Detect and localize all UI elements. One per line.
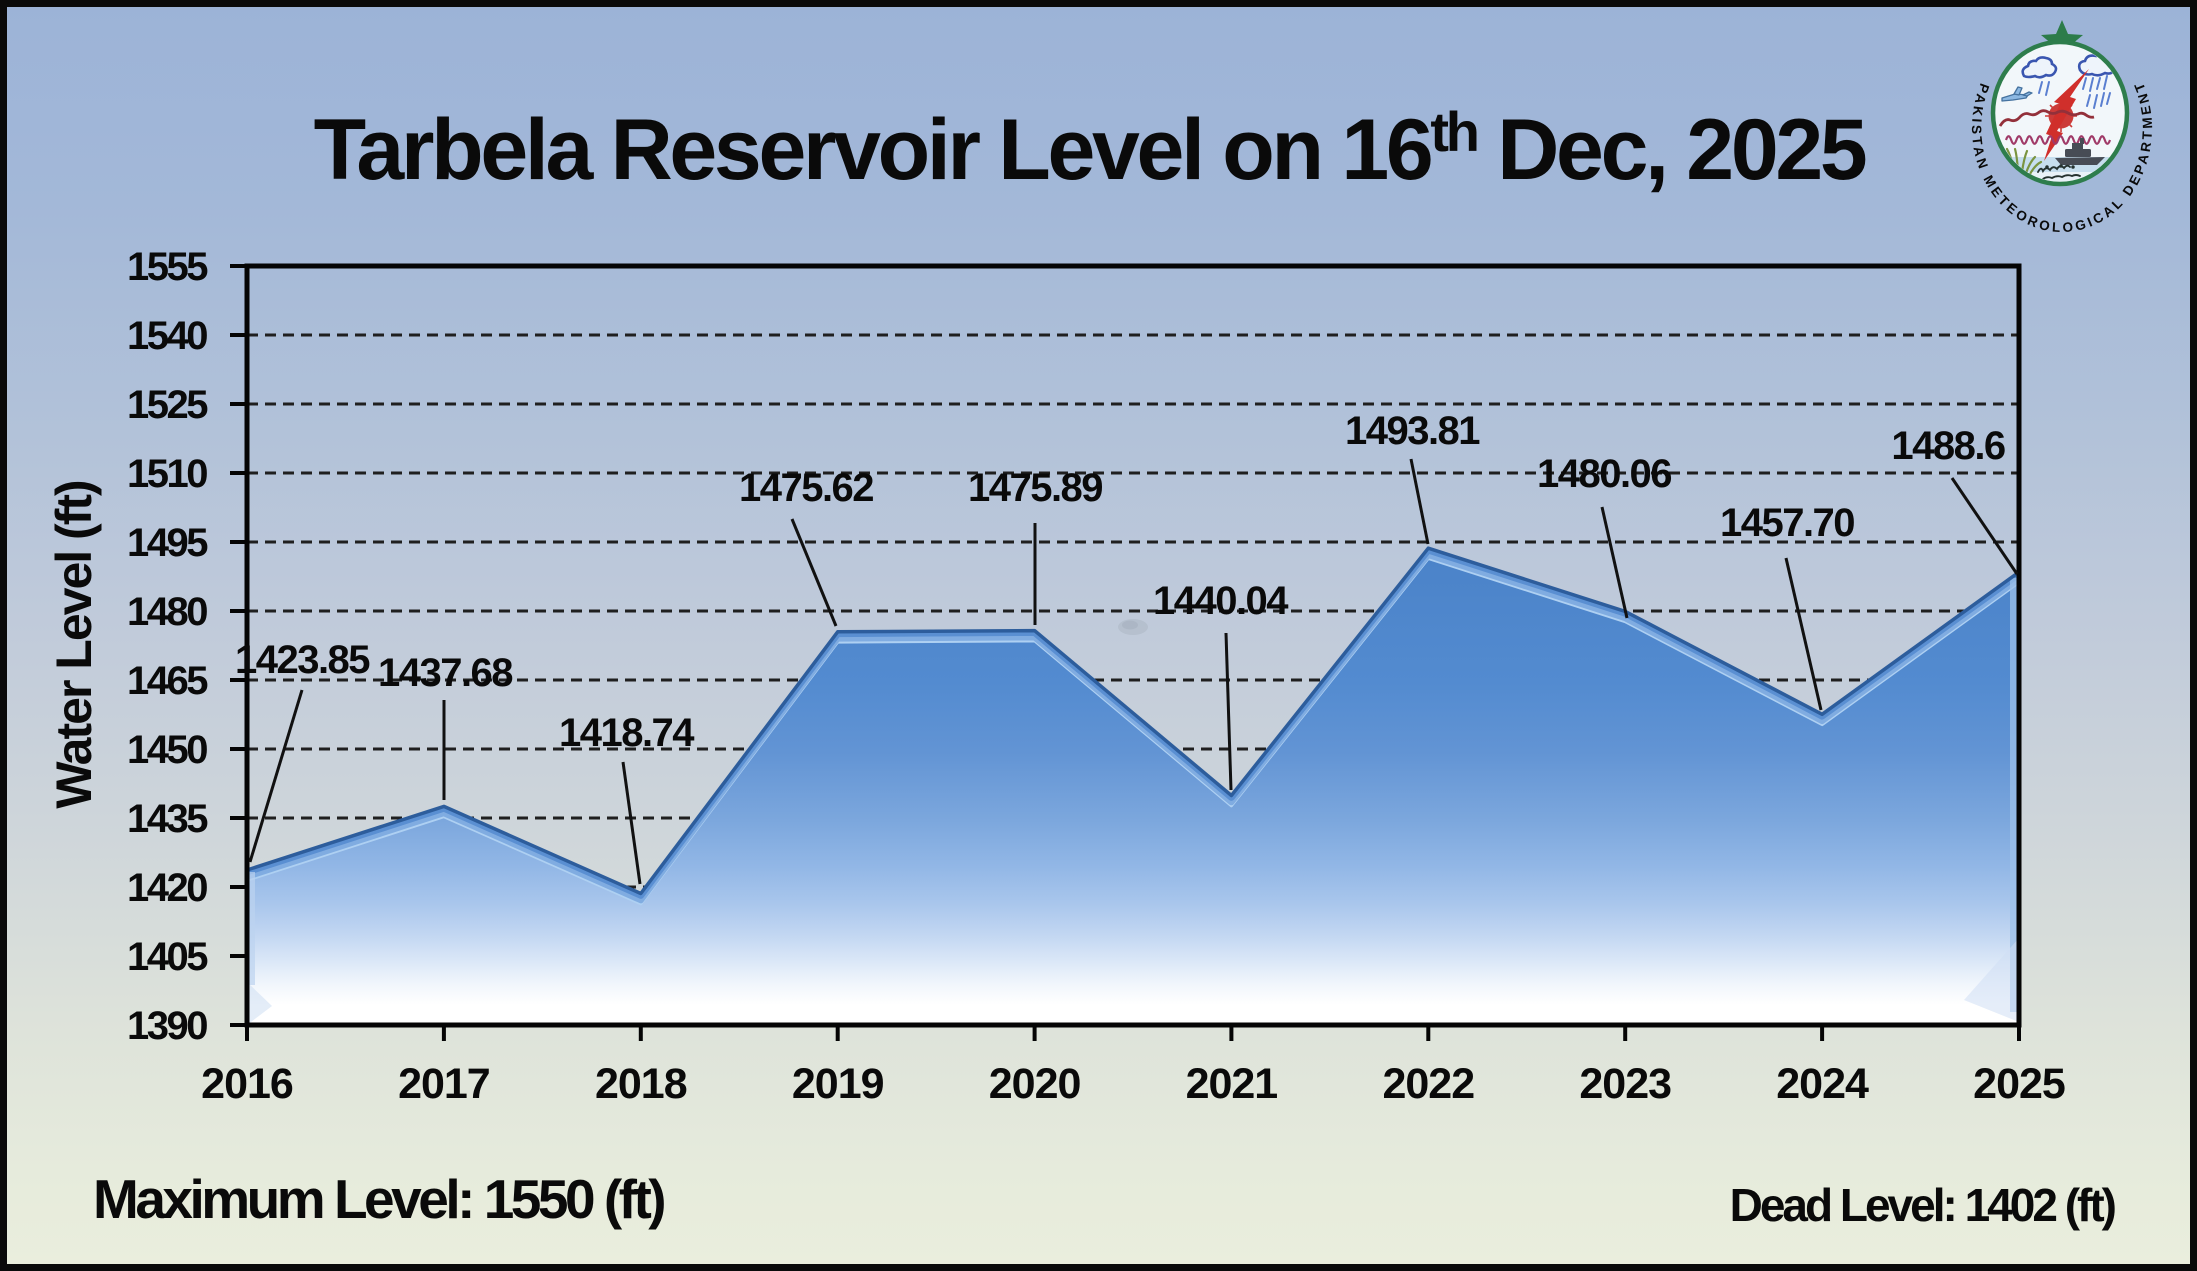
svg-text:1405: 1405 — [127, 935, 208, 979]
svg-text:1480.06: 1480.06 — [1537, 452, 1671, 496]
svg-text:1390: 1390 — [127, 1004, 207, 1048]
svg-text:2018: 2018 — [595, 1060, 687, 1108]
svg-text:1540: 1540 — [127, 314, 207, 358]
svg-text:1435: 1435 — [127, 797, 208, 841]
svg-text:2021: 2021 — [1186, 1060, 1278, 1108]
svg-text:1465: 1465 — [127, 659, 208, 703]
svg-text:1495: 1495 — [127, 521, 208, 565]
svg-text:1440.04: 1440.04 — [1153, 579, 1289, 623]
svg-text:1450: 1450 — [127, 728, 207, 772]
svg-text:Tarbela Reservoir Level on 16t: Tarbela Reservoir Level on 16th Dec, 202… — [314, 100, 1866, 198]
svg-text:2016: 2016 — [201, 1060, 293, 1108]
svg-text:1510: 1510 — [127, 452, 207, 496]
svg-text:2017: 2017 — [398, 1060, 490, 1108]
svg-text:1493.81: 1493.81 — [1345, 409, 1480, 453]
svg-text:2022: 2022 — [1382, 1060, 1474, 1108]
svg-text:1488.6: 1488.6 — [1891, 424, 2005, 468]
svg-text:1420: 1420 — [127, 866, 207, 910]
svg-text:1480: 1480 — [127, 590, 207, 634]
svg-text:1418.74: 1418.74 — [559, 711, 695, 755]
svg-text:1555: 1555 — [127, 245, 208, 289]
svg-text:1457.70: 1457.70 — [1720, 501, 1854, 545]
svg-text:2020: 2020 — [989, 1060, 1081, 1108]
svg-text:2024: 2024 — [1776, 1060, 1869, 1108]
svg-text:1525: 1525 — [127, 383, 208, 427]
svg-text:Water Level (ft): Water Level (ft) — [46, 481, 102, 809]
svg-text:Maximum Level: 1550 (ft): Maximum Level: 1550 (ft) — [93, 1168, 664, 1230]
svg-text:2019: 2019 — [792, 1060, 884, 1108]
svg-text:1475.62: 1475.62 — [739, 466, 873, 510]
svg-text:2025: 2025 — [1973, 1060, 2065, 1108]
svg-text:Dead Level: 1402 (ft): Dead Level: 1402 (ft) — [1730, 1179, 2116, 1231]
svg-text:2023: 2023 — [1579, 1060, 1671, 1108]
svg-text:1423.85: 1423.85 — [235, 638, 370, 682]
svg-text:1475.89: 1475.89 — [968, 466, 1102, 510]
svg-text:1437.68: 1437.68 — [378, 651, 513, 695]
